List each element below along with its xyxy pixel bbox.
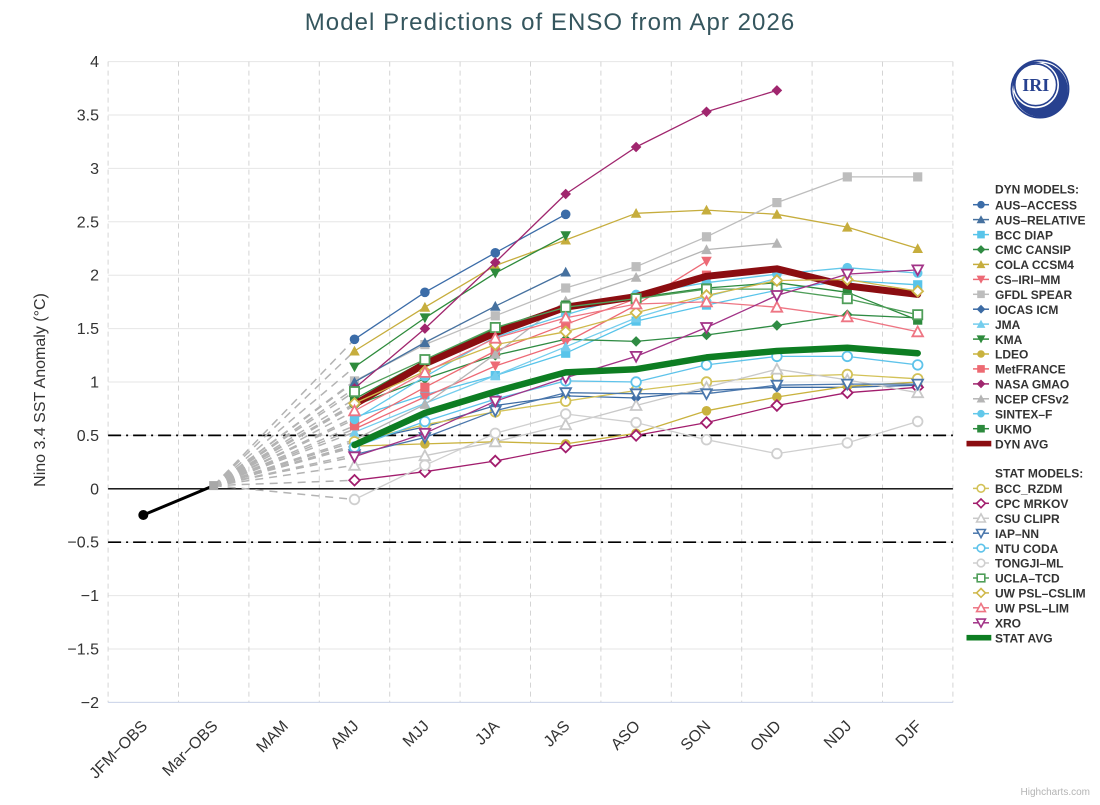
- svg-text:Nino 3.4 SST Anomaly (°C): Nino 3.4 SST Anomaly (°C): [32, 293, 49, 487]
- svg-text:LDEO: LDEO: [995, 348, 1028, 362]
- svg-text:−1.5: −1.5: [67, 642, 99, 659]
- svg-text:DYN AVG: DYN AVG: [995, 437, 1048, 451]
- svg-text:XRO: XRO: [995, 617, 1021, 631]
- svg-text:UCLA–TCD: UCLA–TCD: [995, 572, 1060, 586]
- svg-text:KMA: KMA: [995, 333, 1023, 347]
- svg-text:MetFRANCE: MetFRANCE: [995, 363, 1066, 377]
- svg-text:1: 1: [90, 375, 99, 392]
- svg-text:1.5: 1.5: [77, 321, 99, 338]
- svg-text:GFDL SPEAR: GFDL SPEAR: [995, 288, 1072, 302]
- svg-text:UKMO: UKMO: [995, 422, 1032, 436]
- svg-text:2.5: 2.5: [77, 214, 99, 231]
- svg-text:NCEP CFSv2: NCEP CFSv2: [995, 393, 1069, 407]
- svg-text:IAP–NN: IAP–NN: [995, 527, 1039, 541]
- svg-text:CMC CANSIP: CMC CANSIP: [995, 243, 1071, 257]
- svg-text:NTU CODA: NTU CODA: [995, 542, 1059, 556]
- svg-text:Model Predictions of ENSO from: Model Predictions of ENSO from Apr 2026: [305, 9, 796, 36]
- svg-text:BCC DIAP: BCC DIAP: [995, 228, 1053, 242]
- svg-text:STAT MODELS:: STAT MODELS:: [995, 466, 1083, 480]
- svg-text:IOCAS ICM: IOCAS ICM: [995, 303, 1058, 317]
- svg-text:JMA: JMA: [995, 318, 1021, 332]
- svg-text:IRI: IRI: [1022, 75, 1049, 95]
- svg-text:Highcharts.com: Highcharts.com: [1021, 787, 1090, 798]
- svg-text:NASA GMAO: NASA GMAO: [995, 378, 1069, 392]
- svg-text:CPC MRKOV: CPC MRKOV: [995, 497, 1068, 511]
- svg-text:TONGJI–ML: TONGJI–ML: [995, 557, 1063, 571]
- svg-text:3: 3: [90, 161, 99, 178]
- svg-text:4: 4: [90, 54, 99, 71]
- svg-text:AUS–RELATIVE: AUS–RELATIVE: [995, 213, 1085, 227]
- svg-text:UW PSL–CSLIM: UW PSL–CSLIM: [995, 587, 1086, 601]
- svg-text:0.5: 0.5: [77, 428, 99, 445]
- svg-text:AUS–ACCESS: AUS–ACCESS: [995, 198, 1077, 212]
- svg-text:STAT AVG: STAT AVG: [995, 631, 1053, 645]
- svg-text:UW PSL–LIM: UW PSL–LIM: [995, 602, 1069, 616]
- svg-text:−1: −1: [81, 588, 99, 605]
- svg-text:−2: −2: [81, 695, 99, 712]
- svg-text:SINTEX–F: SINTEX–F: [995, 407, 1052, 421]
- svg-text:DYN MODELS:: DYN MODELS:: [995, 183, 1079, 197]
- svg-text:0: 0: [90, 481, 99, 498]
- svg-text:CSU CLIPR: CSU CLIPR: [995, 512, 1060, 526]
- svg-text:COLA CCSM4: COLA CCSM4: [995, 258, 1074, 272]
- svg-text:CS–IRI–MM: CS–IRI–MM: [995, 273, 1060, 287]
- svg-text:BCC_RZDM: BCC_RZDM: [995, 482, 1062, 496]
- svg-text:3.5: 3.5: [77, 108, 99, 125]
- svg-text:2: 2: [90, 268, 99, 285]
- svg-text:−0.5: −0.5: [67, 535, 99, 552]
